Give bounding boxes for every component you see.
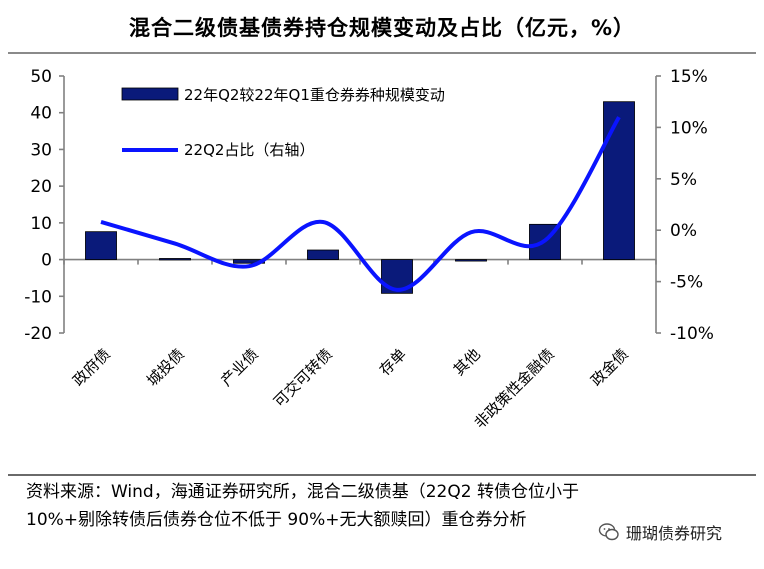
legend-line-label: 22Q2占比（右轴）: [184, 141, 314, 159]
right-tick-label: -10%: [670, 324, 714, 344]
right-tick-label: -5%: [670, 273, 703, 293]
category-label: 存单: [376, 345, 410, 379]
watermark: 珊瑚债券研究: [598, 520, 722, 544]
bar-城投债: [159, 258, 191, 261]
category-label: 政府债: [69, 345, 114, 390]
source-divider: [8, 474, 756, 476]
source-line-2: 10%+剔除转债后债券仓位不低于 90%+无大额赎回）重仓券分析: [26, 510, 527, 530]
bar-可交可转债: [307, 249, 339, 260]
source-line-1: 资料来源：Wind，海通证券研究所，混合二级债基（22Q2 转债仓位小于: [26, 482, 579, 502]
right-tick-label: 15%: [670, 67, 708, 87]
left-tick-label: 0: [41, 251, 52, 271]
left-tick-label: -20: [24, 324, 52, 344]
left-tick-label: 50: [30, 67, 52, 87]
left-tick-label: 20: [30, 177, 52, 197]
wechat-icon: [598, 523, 619, 541]
chart-title: 混合二级债基债券持仓规模变动及占比（亿元，%）: [128, 16, 636, 40]
legend-bar-label: 22年Q2较22年Q1重仓券券种规模变动: [184, 86, 445, 104]
bar-政府债: [85, 231, 117, 260]
right-tick-label: 10%: [670, 118, 708, 138]
bar-其他: [455, 259, 487, 262]
bar-政金债: [603, 101, 635, 260]
legend-bar-swatch: [121, 87, 179, 101]
left-tick-label: -10: [24, 287, 52, 307]
category-label: 产业债: [217, 345, 262, 390]
right-tick-label: 5%: [670, 170, 697, 190]
source-note: 资料来源：Wind，海通证券研究所，混合二级债基（22Q2 转债仓位小于 10%…: [26, 478, 746, 534]
left-tick-label: 30: [30, 140, 52, 160]
category-label: 非政策性金融债: [471, 345, 558, 432]
category-label: 政金债: [587, 345, 632, 390]
category-label: 其他: [450, 345, 484, 379]
left-tick-label: 10: [30, 214, 52, 234]
watermark-text: 珊瑚债券研究: [626, 524, 723, 543]
chart-area: 50 40 30 20 10 0 -10 -20 15% 10% 5% 0% -5% -10% 政府债 城投债…: [24, 67, 714, 432]
category-label: 城投债: [143, 345, 188, 390]
right-tick-label: 0%: [670, 221, 697, 241]
category-label: 可交可转债: [270, 345, 336, 411]
title-bar: 混合二级债基债券持仓规模变动及占比（亿元，%）: [8, 4, 756, 54]
left-tick-label: 40: [30, 104, 52, 124]
